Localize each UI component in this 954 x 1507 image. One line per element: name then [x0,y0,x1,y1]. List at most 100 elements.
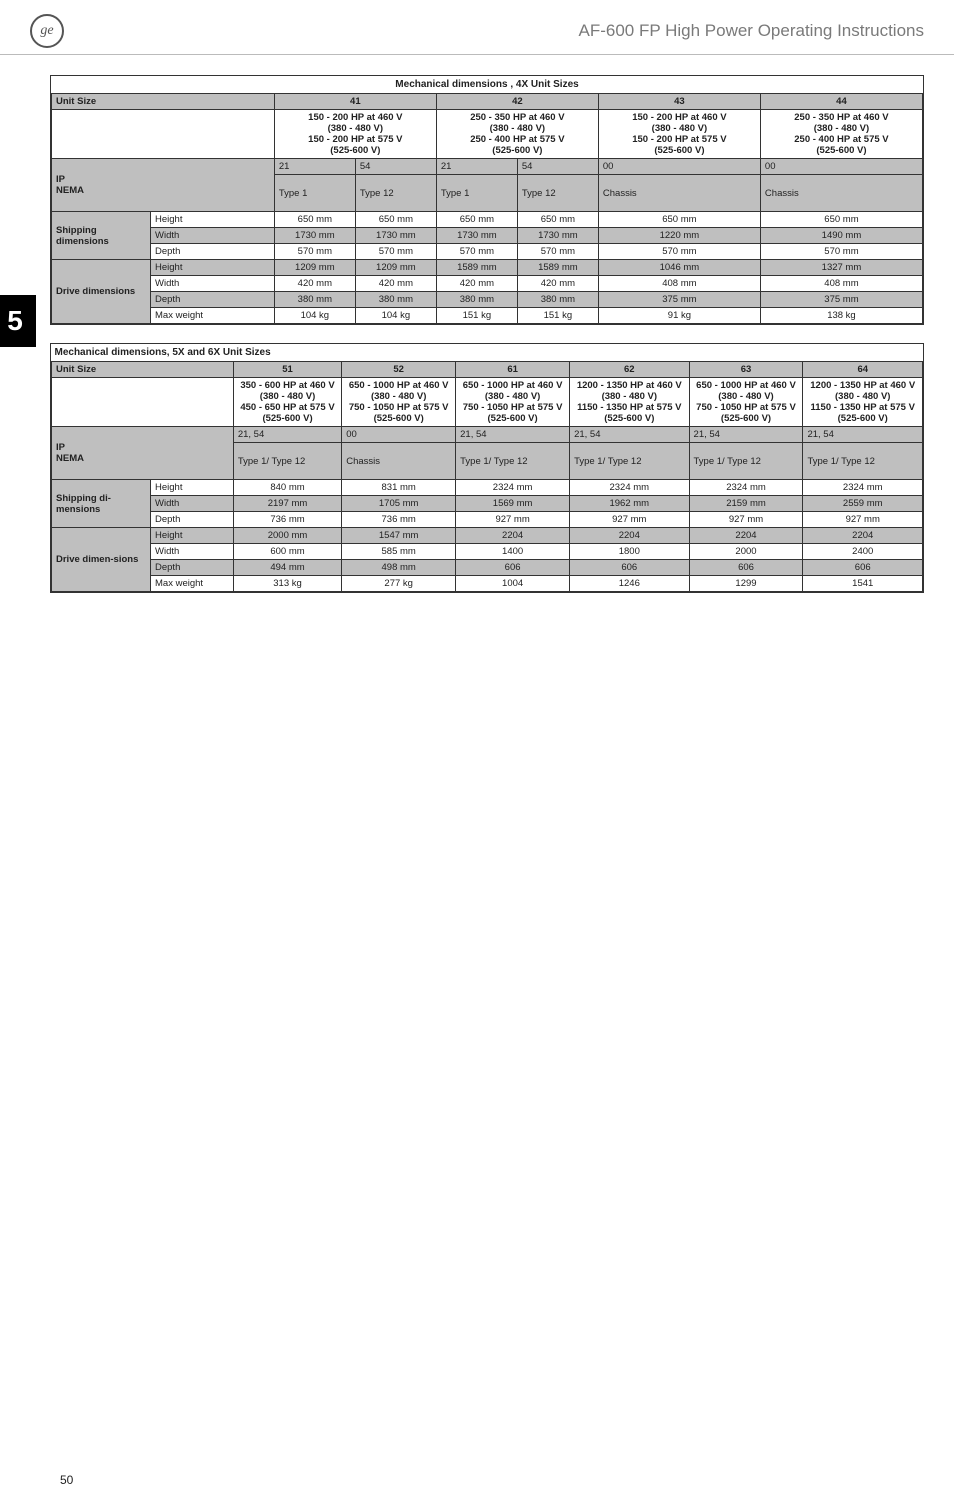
row-key: Depth [151,512,234,528]
data-cell: 1209 mm [274,260,355,276]
table-row: Shipping di-mensionsHeight840 mm831 mm23… [52,480,923,496]
data-cell: 570 mm [598,244,760,260]
ip-val: 21, 54 [456,427,570,443]
table-5x6x-wrap: Mechanical dimensions, 5X and 6X Unit Si… [50,343,924,593]
data-cell: 650 mm [436,212,517,228]
nema-val: Type 12 [355,175,436,212]
rating-cell: 650 - 1000 HP at 460 V (380 - 480 V) 750… [342,378,456,427]
ip-val: 54 [517,159,598,175]
data-cell: 736 mm [233,512,341,528]
data-cell: 650 mm [355,212,436,228]
rating-cell: 150 - 200 HP at 460 V (380 - 480 V) 150 … [274,110,436,159]
rating-cell: 350 - 600 HP at 460 V (380 - 480 V) 450 … [233,378,341,427]
col-header: 63 [689,362,803,378]
data-cell: 1246 [570,576,689,592]
row-key: Width [151,276,275,292]
data-cell: 2559 mm [803,496,923,512]
data-cell: 375 mm [598,292,760,308]
data-cell: 570 mm [436,244,517,260]
nema-val: Chassis [598,175,760,212]
table-row: Width600 mm585 mm1400180020002400 [52,544,923,560]
ip-nema-header: IP NEMA [52,427,234,480]
ip-val: 54 [355,159,436,175]
header-bar: ge AF-600 FP High Power Operating Instru… [0,0,954,55]
row-key: Depth [151,292,275,308]
rating-cell: 150 - 200 HP at 460 V (380 - 480 V) 150 … [598,110,760,159]
data-cell: 375 mm [760,292,922,308]
data-cell: 736 mm [342,512,456,528]
data-cell: 606 [803,560,923,576]
data-cell: 420 mm [436,276,517,292]
unit-size-header: Unit Size [52,94,275,110]
unit-size-header: Unit Size [52,362,234,378]
data-cell: 1730 mm [517,228,598,244]
rating-cell: 250 - 350 HP at 460 V (380 - 480 V) 250 … [436,110,598,159]
data-cell: 380 mm [274,292,355,308]
data-cell: 2324 mm [570,480,689,496]
data-cell: 606 [570,560,689,576]
data-cell: 650 mm [274,212,355,228]
nema-label: NEMA [56,185,84,196]
ip-val: 00 [598,159,760,175]
data-cell: 600 mm [233,544,341,560]
table-row: Depth570 mm570 mm570 mm570 mm570 mm570 m… [52,244,923,260]
rating-cell: 1200 - 1350 HP at 460 V (380 - 480 V) 11… [803,378,923,427]
data-cell: 1705 mm [342,496,456,512]
data-cell: 1220 mm [598,228,760,244]
row-key: Max weight [151,576,234,592]
rating-cell: 1200 - 1350 HP at 460 V (380 - 480 V) 11… [570,378,689,427]
row-key: Height [151,480,234,496]
data-cell: 313 kg [233,576,341,592]
ip-label: IP [56,442,65,453]
table-4x: Mechanical dimensions , 4X Unit Sizes Un… [51,76,923,324]
data-cell: 420 mm [274,276,355,292]
data-cell: 650 mm [760,212,922,228]
data-cell: 380 mm [436,292,517,308]
section-label: Shipping dimensions [52,212,151,260]
col-header: 51 [233,362,341,378]
data-cell: 1730 mm [355,228,436,244]
data-cell: 1490 mm [760,228,922,244]
ip-nema-header: IP NEMA [52,159,275,212]
data-cell: 2197 mm [233,496,341,512]
data-cell: 1547 mm [342,528,456,544]
data-cell: 408 mm [760,276,922,292]
chapter-tab: 5 [0,295,36,347]
nema-val: Type 1 [274,175,355,212]
data-cell: 1569 mm [456,496,570,512]
data-cell: 927 mm [689,512,803,528]
section-label: Drive dimensions [52,260,151,324]
row-key: Depth [151,244,275,260]
ip-val: 21, 54 [233,427,341,443]
ip-val: 00 [342,427,456,443]
data-cell: 408 mm [598,276,760,292]
data-cell: 380 mm [517,292,598,308]
table-row: Drive dimen-sionsHeight2000 mm1547 mm220… [52,528,923,544]
rating-cell: 250 - 350 HP at 460 V (380 - 480 V) 250 … [760,110,922,159]
row-key: Depth [151,560,234,576]
data-cell: 650 mm [517,212,598,228]
ge-logo-icon: ge [30,14,64,48]
data-cell: 570 mm [760,244,922,260]
data-cell: 1800 [570,544,689,560]
nema-val: Type 1/ Type 12 [233,443,341,480]
data-cell: 151 kg [436,308,517,324]
row-key: Width [151,496,234,512]
data-cell: 277 kg [342,576,456,592]
section-label: Drive dimen-sions [52,528,151,592]
document-title: AF-600 FP High Power Operating Instructi… [64,21,924,41]
data-cell: 151 kg [517,308,598,324]
data-cell: 606 [689,560,803,576]
data-cell: 831 mm [342,480,456,496]
data-cell: 2204 [803,528,923,544]
data-cell: 1400 [456,544,570,560]
data-cell: 927 mm [803,512,923,528]
data-cell: 2000 mm [233,528,341,544]
data-cell: 2159 mm [689,496,803,512]
col-header: 52 [342,362,456,378]
data-cell: 1327 mm [760,260,922,276]
ip-val: 21, 54 [570,427,689,443]
col-header: 42 [436,94,598,110]
table-row: Drive dimensionsHeight1209 mm1209 mm1589… [52,260,923,276]
data-cell: 2204 [456,528,570,544]
